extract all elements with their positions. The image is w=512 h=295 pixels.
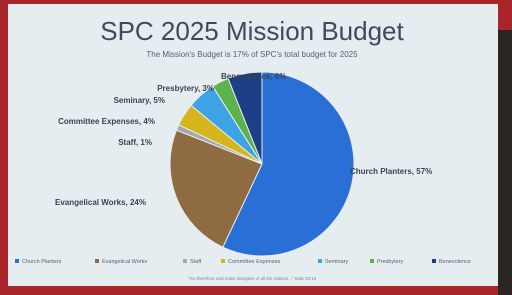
legend-label: Seminary — [325, 259, 348, 265]
data-label: Seminary, 5% — [114, 96, 165, 105]
page: SPC 2025 Mission Budget The Mission's Bu… — [0, 0, 512, 295]
legend-marker — [318, 259, 322, 263]
legend-marker — [183, 259, 187, 263]
footnote: "Go therefore and make disciples of all … — [188, 276, 317, 281]
data-label: Church Planters, 57% — [350, 167, 432, 176]
legend-marker — [432, 259, 436, 263]
legend-label: Committee Expenses — [228, 259, 281, 265]
data-label: Evangelical Works, 24% — [55, 198, 146, 207]
legend-marker — [221, 259, 225, 263]
data-label: Presbytery, 3% — [157, 84, 214, 93]
data-label: Staff, 1% — [118, 138, 152, 147]
legend-label: Evangelical Works — [102, 259, 147, 265]
chart: SPC 2025 Mission Budget The Mission's Bu… — [0, 0, 512, 295]
chart-subtitle: The Mission's Budget is 17% of SPC's tot… — [146, 50, 358, 59]
background-wall — [498, 30, 512, 295]
legend-marker — [95, 259, 99, 263]
data-label: Committee Expenses, 4% — [58, 117, 155, 126]
data-label: Benevolence, 6% — [221, 72, 286, 81]
legend-label: Staff — [190, 259, 202, 265]
legend-label: Church Planters — [22, 259, 62, 265]
chart-title: SPC 2025 Mission Budget — [100, 16, 404, 46]
legend-label: Benevolence — [439, 259, 471, 265]
legend-marker — [15, 259, 19, 263]
legend-marker — [370, 259, 374, 263]
legend-label: Presbytery — [377, 259, 404, 265]
